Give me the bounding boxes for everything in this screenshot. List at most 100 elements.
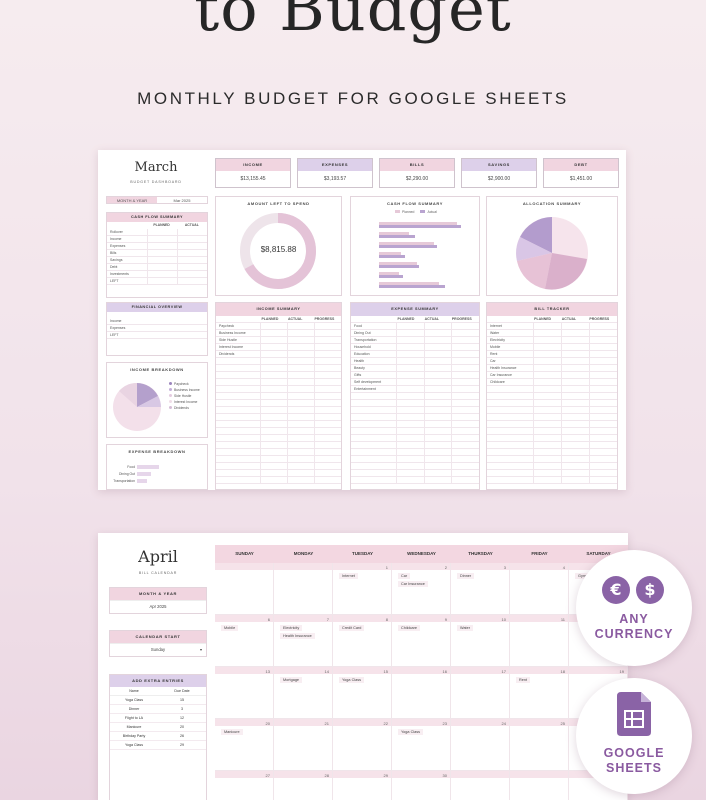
planned-cell[interactable] — [396, 456, 424, 462]
actual-cell[interactable] — [287, 414, 314, 420]
extra-entry-due[interactable]: 12 — [180, 716, 184, 720]
extra-entry-due[interactable]: 20 — [180, 725, 184, 729]
planned-cell[interactable] — [396, 344, 424, 350]
planned-cell[interactable] — [396, 428, 424, 434]
planned-cell[interactable] — [260, 456, 287, 462]
planned-cell[interactable] — [533, 351, 561, 357]
actual-cell[interactable] — [561, 330, 589, 336]
actual-cell[interactable] — [287, 456, 314, 462]
extra-entry-due[interactable]: 29 — [180, 743, 184, 747]
actual-cell[interactable] — [561, 463, 589, 469]
planned-cell[interactable] — [396, 400, 424, 406]
actual-cell[interactable] — [561, 400, 589, 406]
calendar-day-cell[interactable] — [215, 563, 274, 615]
planned-cell[interactable] — [396, 351, 424, 357]
planned-cell[interactable] — [533, 344, 561, 350]
calendar-day-cell[interactable]: 17 — [451, 667, 510, 719]
calendar-day-cell[interactable]: 29 — [333, 771, 392, 800]
planned-cell[interactable] — [533, 463, 561, 469]
calendar-day-cell[interactable]: 15 Yoga Class — [333, 667, 392, 719]
actual-cell[interactable] — [561, 407, 589, 413]
actual-cell[interactable] — [287, 421, 314, 427]
actual-cell[interactable] — [287, 330, 314, 336]
calendar-day-cell[interactable]: 8 Credit Card — [333, 615, 392, 667]
planned-cell[interactable] — [260, 330, 287, 336]
planned-cell[interactable] — [396, 449, 424, 455]
planned-cell[interactable] — [533, 407, 561, 413]
extra-entry-name[interactable]: Manicure — [126, 725, 142, 729]
actual-cell[interactable] — [561, 372, 589, 378]
actual-cell[interactable] — [287, 442, 314, 448]
cash-flow-actual-cell[interactable] — [177, 271, 207, 277]
actual-cell[interactable] — [423, 358, 452, 364]
actual-cell[interactable] — [287, 407, 314, 413]
planned-cell[interactable] — [260, 358, 287, 364]
cash-flow-planned-cell[interactable] — [147, 257, 177, 263]
calendar-day-cell[interactable]: 16 — [392, 667, 451, 719]
actual-cell[interactable] — [423, 344, 452, 350]
planned-cell[interactable] — [260, 407, 287, 413]
planned-cell[interactable] — [533, 477, 561, 483]
planned-cell[interactable] — [396, 463, 424, 469]
extra-entry-name[interactable]: Dinner — [128, 707, 140, 711]
cash-flow-planned-cell[interactable] — [147, 250, 177, 256]
calendar-event[interactable]: Water — [457, 625, 473, 631]
planned-cell[interactable] — [260, 372, 287, 378]
cash-flow-planned-cell[interactable] — [147, 264, 177, 270]
actual-cell[interactable] — [423, 428, 452, 434]
cash-flow-actual-cell[interactable] — [177, 264, 207, 270]
actual-cell[interactable] — [287, 323, 314, 329]
cash-flow-actual-cell[interactable] — [177, 278, 207, 284]
actual-cell[interactable] — [287, 470, 314, 476]
actual-cell[interactable] — [423, 337, 452, 343]
planned-cell[interactable] — [260, 477, 287, 483]
actual-cell[interactable] — [561, 358, 589, 364]
calendar-event[interactable]: Car Insurance — [398, 581, 428, 587]
actual-cell[interactable] — [561, 477, 589, 483]
calendar-event[interactable]: Electricity — [280, 625, 303, 631]
calendar-day-cell[interactable]: 23 Yoga Class — [392, 719, 451, 771]
planned-cell[interactable] — [533, 421, 561, 427]
cash-flow-actual-cell[interactable] — [177, 250, 207, 256]
actual-cell[interactable] — [287, 379, 314, 385]
actual-cell[interactable] — [287, 372, 314, 378]
actual-cell[interactable] — [287, 435, 314, 441]
planned-cell[interactable] — [396, 372, 424, 378]
planned-cell[interactable] — [533, 449, 561, 455]
calendar-day-cell[interactable]: 21 — [274, 719, 333, 771]
planned-cell[interactable] — [533, 414, 561, 420]
calendar-day-cell[interactable]: 11 — [510, 615, 569, 667]
planned-cell[interactable] — [396, 470, 424, 476]
calendar-day-cell[interactable]: 3 Dinner — [451, 563, 510, 615]
calendar-day-cell[interactable] — [510, 771, 569, 800]
actual-cell[interactable] — [423, 407, 452, 413]
planned-cell[interactable] — [260, 428, 287, 434]
actual-cell[interactable] — [561, 379, 589, 385]
calendar-event[interactable]: Health Insurance — [280, 633, 315, 639]
planned-cell[interactable] — [533, 442, 561, 448]
planned-cell[interactable] — [533, 372, 561, 378]
actual-cell[interactable] — [561, 344, 589, 350]
actual-cell[interactable] — [287, 463, 314, 469]
planned-cell[interactable] — [396, 393, 424, 399]
calendar-day-cell[interactable]: 25 — [510, 719, 569, 771]
planned-cell[interactable] — [396, 477, 424, 483]
planned-cell[interactable] — [260, 470, 287, 476]
planned-cell[interactable] — [396, 386, 424, 392]
actual-cell[interactable] — [423, 421, 452, 427]
calendar-day-cell[interactable]: 22 — [333, 719, 392, 771]
calendar-day-cell[interactable]: 27 — [215, 771, 274, 800]
planned-cell[interactable] — [396, 365, 424, 371]
cash-flow-actual-cell[interactable] — [177, 257, 207, 263]
cash-flow-actual-cell[interactable] — [177, 229, 207, 235]
planned-cell[interactable] — [533, 323, 561, 329]
actual-cell[interactable] — [561, 414, 589, 420]
actual-cell[interactable] — [287, 449, 314, 455]
planned-cell[interactable] — [260, 351, 287, 357]
calendar-start-select[interactable]: Sunday ▾ — [110, 643, 206, 656]
calendar-event[interactable]: Car — [398, 573, 411, 579]
actual-cell[interactable] — [287, 344, 314, 350]
actual-cell[interactable] — [561, 393, 589, 399]
calendar-event[interactable]: Childcare — [398, 625, 421, 631]
calendar-event[interactable]: Internet — [339, 573, 358, 579]
